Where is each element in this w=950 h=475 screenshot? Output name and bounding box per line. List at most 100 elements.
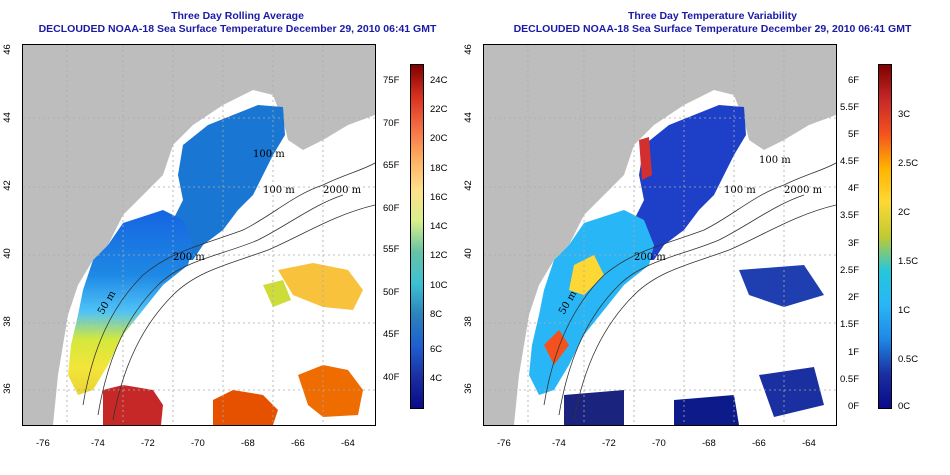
cb-label: 0.5F xyxy=(840,374,860,385)
panel-right-title: Three Day Temperature Variability DECLOU… xyxy=(475,10,950,36)
contour-label-2000m: 2000 m xyxy=(784,185,823,196)
cb-label: 0.5C xyxy=(898,354,919,365)
cb-label: 40F xyxy=(383,372,400,383)
contour-label-100m-b: 100 m xyxy=(263,185,295,196)
bathymetry-contours xyxy=(543,162,836,421)
cb-label: 70F xyxy=(383,118,400,129)
cb-label: 10C xyxy=(430,280,448,291)
cb-label: 0F xyxy=(848,401,860,412)
y-tick: 40 xyxy=(1,248,13,259)
x-tick: -70 xyxy=(652,438,666,449)
cb-label: 22C xyxy=(430,104,448,115)
cb-label: 6F xyxy=(848,75,860,86)
contour-label-200m: 200 m xyxy=(173,252,205,263)
x-tick: -72 xyxy=(602,438,616,449)
variability-field-deep-3 xyxy=(759,367,824,417)
y-tick: 40 xyxy=(462,248,474,259)
x-tick: -76 xyxy=(36,438,50,449)
cb-label: 1F xyxy=(848,347,860,358)
x-tick: -76 xyxy=(497,438,511,449)
panel-right-title-line2: DECLOUDED NOAA-18 Sea Surface Temperatur… xyxy=(513,23,912,35)
cb-label: 1C xyxy=(898,305,911,316)
x-tick: -68 xyxy=(702,438,716,449)
sst-field-mid-patch-2 xyxy=(263,280,291,307)
cb-label: 24C xyxy=(430,75,448,86)
variability-field-hot-2 xyxy=(544,330,569,365)
contour-label-100m-a: 100 m xyxy=(759,155,791,166)
variability-field-low xyxy=(624,105,746,260)
cb-label: 14C xyxy=(430,221,448,232)
cb-label: 18C xyxy=(430,163,448,174)
contour-label-100m-b: 100 m xyxy=(724,185,756,196)
variability-field-deep-2 xyxy=(674,395,739,425)
cb-label: 4F xyxy=(848,183,860,194)
y-tick: 36 xyxy=(462,383,474,394)
cb-label: 20C xyxy=(430,133,448,144)
sst-average-map: 100 m 2000 m 100 m 200 m 50 m xyxy=(22,44,376,426)
x-tick: -70 xyxy=(191,438,205,449)
graticule xyxy=(484,45,836,425)
cb-label: 1.5C xyxy=(898,256,919,267)
variability-field-deep-4 xyxy=(739,265,824,307)
cb-label: 45F xyxy=(383,329,400,340)
x-tick: -64 xyxy=(802,438,816,449)
graticule xyxy=(23,45,375,425)
y-tick: 36 xyxy=(1,383,13,394)
x-tick: -72 xyxy=(141,438,155,449)
contour-label-100m-a: 100 m xyxy=(253,149,285,160)
panel-left-title-line2: DECLOUDED NOAA-18 Sea Surface Temperatur… xyxy=(38,23,437,35)
y-tick: 42 xyxy=(462,180,474,191)
nova-scotia-land xyxy=(273,70,375,150)
cb-label: 12C xyxy=(430,250,448,261)
sst-colorbar xyxy=(410,64,424,409)
variability-field-hot-3 xyxy=(639,137,652,180)
panel-left-title: Three Day Rolling Average DECLOUDED NOAA… xyxy=(0,10,475,36)
cb-label: 4.5F xyxy=(840,156,860,167)
cb-label: 1.5F xyxy=(840,319,860,330)
sst-field-warm-patch-3 xyxy=(298,365,363,417)
cb-label: 75F xyxy=(383,75,400,86)
variability-field-deep-1 xyxy=(564,390,624,425)
y-tick: 42 xyxy=(1,180,13,191)
cb-label: 3.5F xyxy=(840,210,860,221)
cb-label: 16C xyxy=(430,192,448,203)
x-tick: -66 xyxy=(291,438,305,449)
cb-label: 5F xyxy=(848,129,860,140)
contour-label-200m: 200 m xyxy=(634,252,666,263)
variability-colorbar xyxy=(878,64,892,409)
y-tick: 44 xyxy=(462,112,474,123)
y-tick: 46 xyxy=(1,44,13,55)
cb-label: 6C xyxy=(430,344,443,355)
sst-variability-map-svg: 100 m 2000 m 100 m 200 m 50 m xyxy=(484,45,836,425)
cb-label: 3F xyxy=(848,238,860,249)
x-tick: -64 xyxy=(341,438,355,449)
y-tick: 38 xyxy=(1,316,13,327)
y-tick: 38 xyxy=(462,316,474,327)
cb-label: 2F xyxy=(848,292,860,303)
y-tick: 46 xyxy=(462,44,474,55)
bathymetry-contours xyxy=(82,162,375,421)
cb-label: 5.5F xyxy=(840,102,860,113)
cb-label: 8C xyxy=(430,309,443,320)
y-tick: 44 xyxy=(1,112,13,123)
panel-left-title-line1: Three Day Rolling Average xyxy=(171,10,304,22)
cb-label: 55F xyxy=(383,244,400,255)
x-tick: -74 xyxy=(91,438,105,449)
panel-right-title-line1: Three Day Temperature Variability xyxy=(627,10,798,22)
x-tick: -66 xyxy=(752,438,766,449)
cb-label: 2.5F xyxy=(840,265,860,276)
cb-label: 60F xyxy=(383,203,400,214)
cb-label: 4C xyxy=(430,373,443,384)
sst-average-map-svg: 100 m 2000 m 100 m 200 m 50 m xyxy=(23,45,375,425)
land-mass xyxy=(484,45,836,425)
sst-field-mid-patch xyxy=(278,263,363,310)
sst-field-warm-patch-1 xyxy=(103,385,163,425)
sst-field-shelf xyxy=(68,210,193,395)
sst-variability-map: 100 m 2000 m 100 m 200 m 50 m xyxy=(483,44,837,426)
sst-field-warm-patch-2 xyxy=(213,390,278,425)
land-mass xyxy=(23,45,375,425)
x-tick: -68 xyxy=(241,438,255,449)
cb-label: 65F xyxy=(383,160,400,171)
variability-field-hot-1 xyxy=(569,255,604,295)
nova-scotia-land xyxy=(734,70,836,150)
